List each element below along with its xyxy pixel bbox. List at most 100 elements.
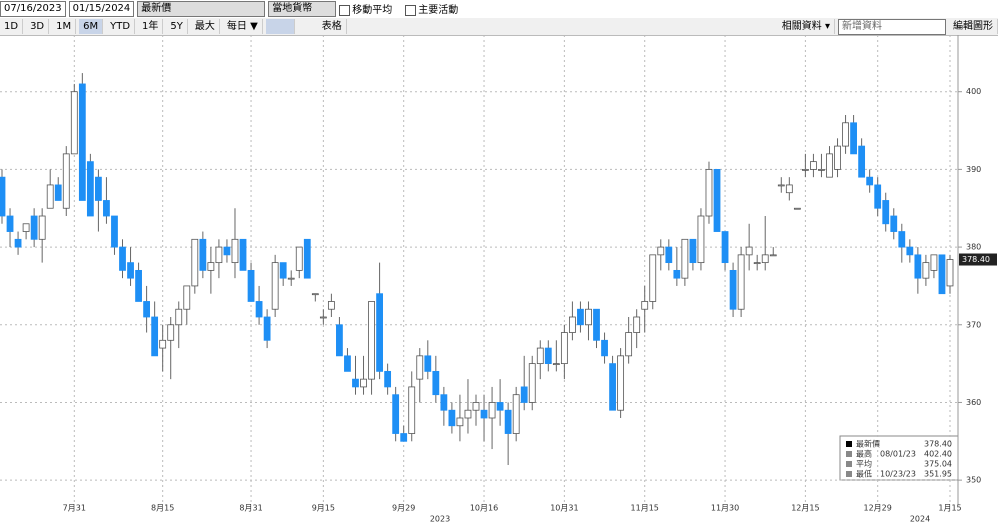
end-date[interactable]: 01/15/2024: [68, 0, 135, 17]
candle-body: [151, 316, 159, 357]
tool-button[interactable]: [265, 19, 295, 34]
candle-body: [601, 339, 608, 357]
currency[interactable]: 當地貨幣: [268, 0, 337, 17]
candle-body: [376, 293, 383, 372]
candle-body: [938, 254, 946, 295]
candle-body: [914, 254, 922, 279]
add-data[interactable]: 新增資料: [838, 18, 946, 35]
legend-name: 最新價: [856, 439, 880, 449]
candle-body: [207, 262, 215, 271]
candle-body: [625, 332, 633, 357]
candle-body: [183, 285, 191, 310]
legend-value: 378.40: [924, 440, 952, 449]
candle-body: [874, 184, 882, 209]
candle-body: [697, 215, 705, 264]
candle-body: [199, 238, 207, 271]
range-button[interactable]: 6M: [79, 19, 104, 34]
legend-value: 402.40: [924, 450, 952, 459]
candle-body: [520, 386, 528, 403]
legend-marker: [846, 471, 852, 477]
legend-value: 375.04: [924, 460, 952, 469]
legend-value: 351.95: [924, 470, 952, 479]
range-button[interactable]: 3D: [26, 19, 50, 34]
legend-name: 平均: [856, 459, 872, 469]
related-button[interactable]: 相關資料 ▾: [778, 19, 835, 34]
y-tick-label: 360: [966, 398, 981, 407]
candle-body: [191, 238, 199, 287]
range-button[interactable]: 1D: [0, 19, 24, 34]
candle-body: [569, 316, 576, 333]
candle-body: [424, 355, 432, 372]
candle-body: [263, 316, 271, 341]
candle-body: [271, 262, 279, 310]
candle-body: [167, 324, 175, 341]
candle-body: [713, 168, 721, 232]
candle-body: [593, 308, 600, 341]
range-button[interactable]: 5Y: [166, 19, 188, 34]
candle-body: [327, 301, 335, 310]
candle-body: [826, 153, 833, 178]
candle-body: [159, 339, 167, 349]
price-field[interactable]: 最新價: [137, 0, 266, 17]
candle-body: [753, 262, 761, 265]
candle-body: [448, 409, 456, 427]
candle-body: [641, 301, 649, 310]
candle-body: [729, 269, 737, 310]
candle-body: [609, 363, 616, 411]
candle-body: [86, 161, 94, 217]
candle-body: [279, 262, 287, 279]
candle-body: [352, 378, 359, 388]
edit-button[interactable]: 編輯圖形: [949, 19, 998, 34]
candle-body: [793, 207, 801, 210]
candle-body: [785, 184, 793, 194]
candle-body: [119, 246, 126, 271]
candle-body: [127, 262, 134, 279]
x-tick-label: 1月15: [938, 504, 961, 513]
y-tick-label: 400: [966, 87, 981, 96]
candle-body: [810, 161, 817, 170]
candle-body: [777, 184, 785, 187]
table-button[interactable]: 表格: [318, 19, 347, 34]
candle-body: [577, 308, 584, 326]
legend-date: 08/01/23: [880, 450, 916, 459]
x-tick-label: 12月29: [864, 504, 892, 513]
x-tick-label: 8月31: [239, 504, 262, 513]
candle-body: [689, 238, 697, 264]
range-button[interactable]: 1年: [138, 19, 164, 34]
candle-body: [649, 254, 657, 302]
x-tick-label: 12月15: [791, 504, 819, 513]
range-button[interactable]: 最大: [191, 19, 220, 34]
candle-body: [456, 417, 464, 427]
candle-body: [834, 145, 841, 170]
price-tag: [959, 253, 997, 266]
year-label: 2024: [910, 515, 930, 523]
candle-body: [769, 254, 777, 257]
x-tick-label: 10月16: [470, 504, 498, 513]
x-tick-label: 9月29: [392, 504, 415, 513]
x-tick-label: 9月15: [312, 504, 335, 513]
frequency[interactable]: 每日 ▼: [223, 19, 263, 34]
candle-body: [392, 394, 400, 434]
candle-body: [319, 316, 327, 319]
candle-body: [416, 355, 424, 380]
candle-body: [247, 269, 255, 302]
y-tick-label: 370: [966, 320, 981, 329]
candle-body: [496, 402, 504, 411]
candle-body: [866, 176, 874, 186]
x-tick-label: 11月30: [711, 504, 739, 513]
range-button[interactable]: 1M: [52, 19, 77, 34]
candle-body: [103, 200, 110, 217]
key-events[interactable]: 主要活動: [405, 1, 458, 16]
legend-marker: [846, 451, 852, 457]
candle-body: [930, 254, 938, 271]
candle-body: [906, 246, 914, 256]
moving-average[interactable]: 移動平均: [339, 1, 392, 16]
candle-body: [705, 168, 713, 217]
start-date[interactable]: 07/16/2023: [0, 0, 66, 17]
candle-body: [46, 184, 54, 209]
x-tick-label: 8月15: [151, 504, 174, 513]
candle-body: [560, 332, 568, 365]
legend-date: 10/23/23: [880, 470, 916, 479]
candle-body: [850, 122, 857, 155]
range-button[interactable]: YTD: [106, 19, 136, 34]
